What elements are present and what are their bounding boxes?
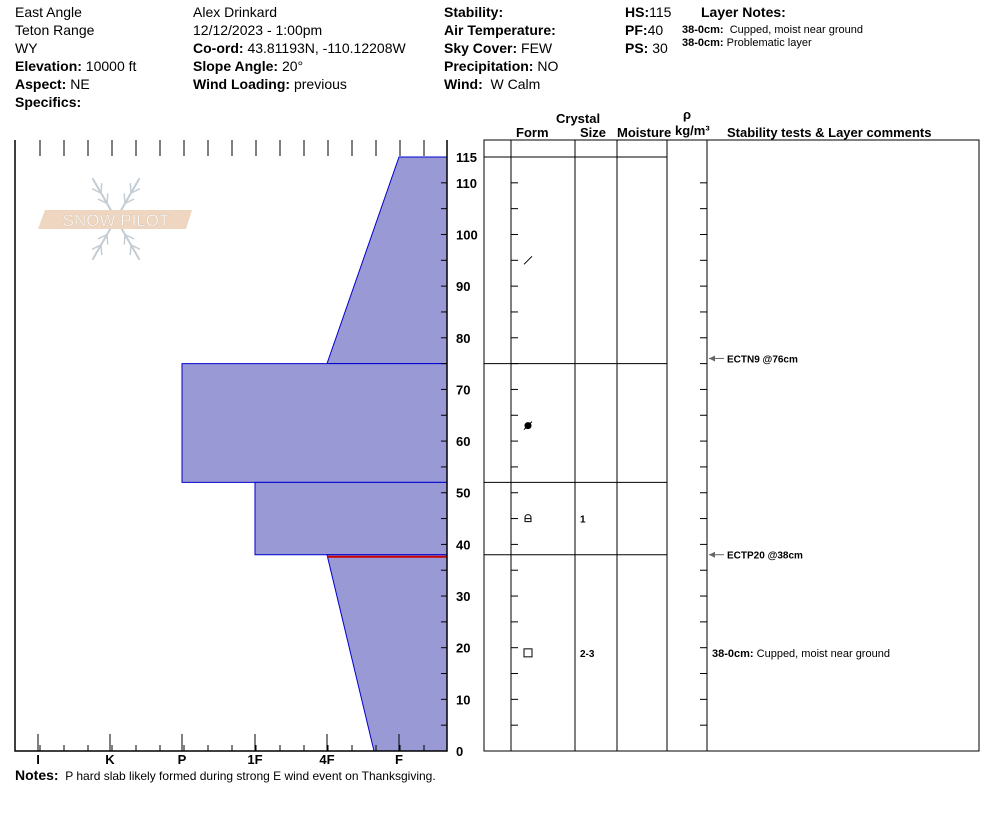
layer-note: 38-0cm: Cupped, moist near ground xyxy=(682,24,864,36)
decomposing-crystal-icon xyxy=(523,255,533,265)
height-tick-label: 60 xyxy=(456,434,470,449)
layer-comment: 38-0cm: Cupped, moist near ground xyxy=(712,648,890,660)
hardness-layer xyxy=(181,363,448,483)
hardness-tick-label: F xyxy=(395,752,403,767)
arrow-head-icon xyxy=(709,551,715,558)
height-tick-label: 90 xyxy=(456,279,470,294)
datetime: 12/12/2023 - 1:00pm xyxy=(193,22,323,38)
wind: Wind: W Calm xyxy=(444,76,541,92)
hardness-layer xyxy=(326,554,448,752)
aspect: Aspect: NE xyxy=(15,76,90,92)
faceted-crystal-icon xyxy=(523,648,533,658)
crystal-size: 1 xyxy=(580,515,586,526)
height-tick-label: 10 xyxy=(456,692,470,707)
svg-text:SNOW PILOT: SNOW PILOT xyxy=(63,211,170,230)
coord: Co-ord: 43.81193N, -110.12208W xyxy=(193,40,406,56)
hardness-tick-label: 1F xyxy=(247,752,262,767)
arrow-head-icon xyxy=(709,355,715,362)
crystal-size: 2-3 xyxy=(580,649,595,660)
hardness-layer xyxy=(326,156,448,365)
header-form: Form xyxy=(516,125,549,140)
faceted-rounding-crystal-icon xyxy=(524,514,532,523)
height-tick-label: 80 xyxy=(456,331,470,346)
hardness-tick-label: 4F xyxy=(319,752,334,767)
elevation: Elevation: 10000 ft xyxy=(15,58,137,74)
sky-cover: Sky Cover: FEW xyxy=(444,40,553,56)
header-density: kg/m³ xyxy=(675,123,710,138)
header-comments: Stability tests & Layer comments xyxy=(727,125,932,140)
height-tick-label: 110 xyxy=(456,176,477,191)
height-tick-label: 0 xyxy=(456,744,463,759)
height-tick-label: 50 xyxy=(456,486,470,501)
location: East Angle xyxy=(15,4,82,20)
precipitation: Precipitation: NO xyxy=(444,58,559,74)
specifics-label: Specifics: xyxy=(15,94,82,110)
height-tick-label: 115 xyxy=(456,150,477,165)
slope: Slope Angle: 20° xyxy=(193,58,304,74)
wind-loading: Wind Loading: previous xyxy=(193,76,347,92)
stability-test: ECTN9 @76cm xyxy=(727,354,798,365)
layer-notes-label: Layer Notes: xyxy=(701,4,786,20)
layer-table-frame xyxy=(483,139,980,752)
height-tick-label: 100 xyxy=(456,227,478,242)
height-tick-label: 70 xyxy=(456,382,470,397)
height-tick-label: 40 xyxy=(456,537,470,552)
height-tick-label: 20 xyxy=(456,641,470,656)
hardness-layer xyxy=(254,481,448,556)
header-size: Size xyxy=(580,125,607,140)
layer-note: 38-0cm: Problematic layer xyxy=(682,37,812,49)
stability-label: Stability: xyxy=(444,4,504,20)
hs: HS:115 xyxy=(625,4,672,20)
hardness-tick-label: I xyxy=(36,752,40,767)
hardness-tick-label: P xyxy=(178,752,187,767)
ps: PS: 30 xyxy=(625,40,668,56)
air-temp-label: Air Temperature: xyxy=(444,22,556,38)
hardness-tick-label: K xyxy=(105,752,115,767)
observer: Alex Drinkard xyxy=(193,4,278,20)
range: Teton Range xyxy=(15,22,95,38)
notes: Notes: P hard slab likely formed during … xyxy=(15,767,436,783)
snowpilot-logo: SNOW PILOT xyxy=(38,177,192,261)
state: WY xyxy=(15,40,38,56)
rounded-faceted-crystal-icon xyxy=(523,421,533,430)
header-crystal: Crystal xyxy=(556,111,601,126)
hardness-axis-frame xyxy=(14,140,448,752)
stability-test: ECTP20 @38cm xyxy=(727,551,803,562)
pf: PF:40 xyxy=(625,22,664,38)
header-rho: ρ xyxy=(683,107,692,122)
header-moisture: Moisture xyxy=(617,125,672,140)
height-tick-label: 30 xyxy=(456,589,470,604)
